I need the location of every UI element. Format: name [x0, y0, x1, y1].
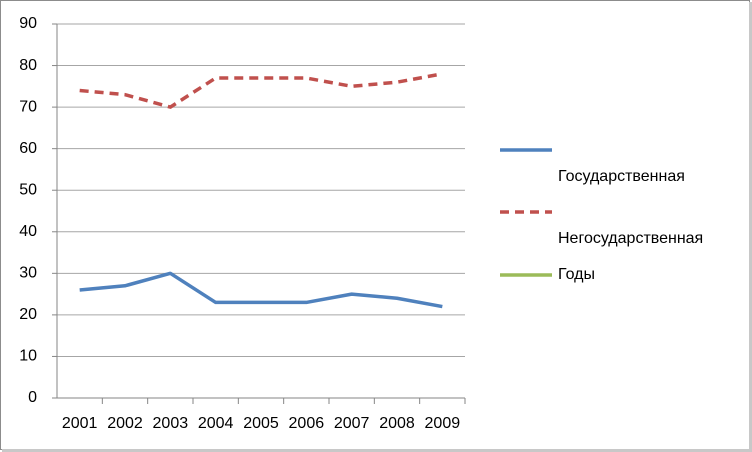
y-tick-label: 30 — [19, 265, 37, 282]
frame-shadow — [2, 449, 752, 452]
x-tick-label: 2002 — [107, 415, 143, 432]
x-tick-label: 2004 — [198, 415, 234, 432]
y-tick-label: 80 — [19, 57, 37, 74]
y-tick-label: 60 — [19, 140, 37, 157]
x-tick-label: 2009 — [425, 415, 461, 432]
y-tick-label: 70 — [19, 98, 37, 115]
x-tick-label: 2007 — [334, 415, 370, 432]
frame-shadow — [749, 2, 752, 452]
legend-label: Годы — [558, 266, 595, 283]
y-tick-label: 40 — [19, 223, 37, 240]
x-tick-label: 2003 — [153, 415, 189, 432]
y-tick-label: 50 — [19, 181, 37, 198]
legend-label: Негосударственная — [558, 230, 703, 247]
y-tick-label: 90 — [19, 15, 37, 32]
legend-label: Государственная — [558, 168, 685, 185]
x-tick-label: 2005 — [243, 415, 279, 432]
series-line — [79, 72, 443, 109]
x-tick-label: 2001 — [62, 415, 98, 432]
x-tick-label: 2006 — [289, 415, 325, 432]
x-tick-label: 2008 — [379, 415, 415, 432]
series-line — [79, 271, 443, 309]
y-tick-label: 10 — [19, 348, 37, 365]
y-tick-label: 20 — [19, 306, 37, 323]
y-tick-label: 0 — [28, 389, 37, 406]
